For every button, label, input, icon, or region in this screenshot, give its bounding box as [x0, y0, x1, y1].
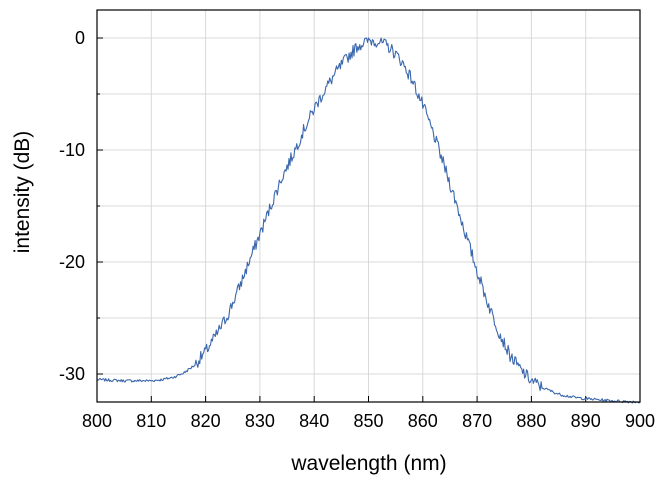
x-tick-label: 820 — [191, 411, 221, 431]
plot-area — [96, 37, 641, 404]
y-tick-label: -30 — [59, 364, 85, 384]
y-tick-label: 0 — [75, 28, 85, 48]
y-tick-label: -10 — [59, 140, 85, 160]
x-tick-label: 840 — [299, 411, 329, 431]
spectrum-line — [96, 37, 641, 404]
x-tick-label: 900 — [625, 411, 655, 431]
x-tick-label: 890 — [571, 411, 601, 431]
x-tick-label: 800 — [82, 411, 112, 431]
y-axis-ticks — [97, 37, 103, 375]
x-axis-tick-labels: 800 810 820 830 840 850 860 870 880 890 900 — [82, 411, 655, 431]
x-tick-label: 810 — [136, 411, 166, 431]
x-tick-label: 860 — [408, 411, 438, 431]
x-tick-label: 830 — [245, 411, 275, 431]
x-axis-ticks — [96, 396, 641, 402]
x-tick-label: 880 — [516, 411, 546, 431]
x-tick-label: 870 — [462, 411, 492, 431]
x-tick-label: 850 — [353, 411, 383, 431]
grid — [96, 10, 641, 402]
y-axis-tick-labels: 0 -10 -20 -30 — [59, 28, 85, 384]
y-axis-title: intensity (dB) — [11, 131, 34, 254]
plot-frame — [96, 9, 641, 403]
x-axis-title: wavelength (nm) — [290, 452, 446, 475]
y-tick-label: -20 — [59, 252, 85, 272]
